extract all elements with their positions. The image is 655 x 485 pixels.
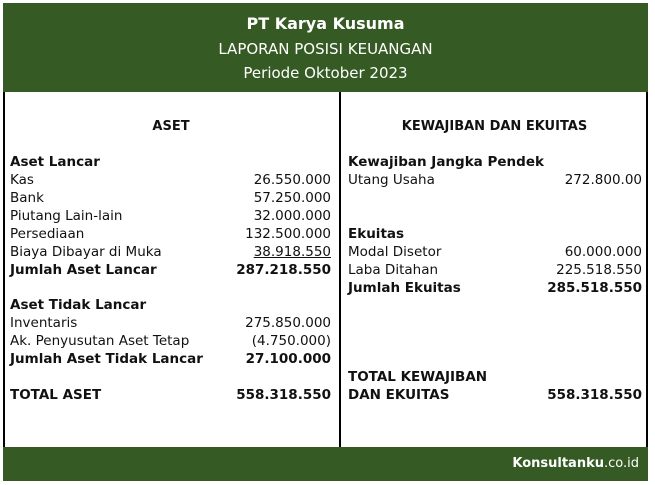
equity-total: Jumlah Ekuitas 285.518.550 [348,280,642,296]
asset-row: Piutang Lain-lain 32.000.000 [10,208,331,224]
balance-sheet-table [3,92,648,447]
equity-row: Laba Ditahan 225.518.550 [348,262,642,278]
equity-title: Ekuitas [348,226,405,242]
liabilities-equity-column-heading: KEWAJIBAN DAN EKUITAS [401,119,588,134]
liability-row: Utang Usaha 272.800.00 [348,172,642,188]
asset-row: Ak. Penyusutan Aset Tetap (4.750.000) [10,333,331,349]
short-term-liabilities-title: Kewajiban Jangka Pendek [348,154,544,170]
current-assets-total: Jumlah Aset Lancar 287.218.550 [10,262,331,278]
statement-footer: Konsultanku.co.id [3,447,648,481]
asset-row: Persediaan 132.500.000 [10,226,331,242]
asset-row: Kas 26.550.000 [10,172,331,188]
report-title: LAPORAN POSISI KEUANGAN [218,40,433,58]
asset-row: Biaya Dibayar di Muka 38.918.550 [10,244,331,260]
asset-row: Inventaris 275.850.000 [10,315,331,331]
report-period: Periode Oktober 2023 [243,64,408,82]
assets-column-heading: ASET [152,119,190,134]
column-divider [339,92,341,447]
noncurrent-assets-title: Aset Tidak Lancar [10,297,147,313]
company-name: PT Karya Kusuma [246,14,405,33]
statement-header: PT Karya Kusuma LAPORAN POSISI KEUANGAN … [3,3,648,92]
total-assets: TOTAL ASET 558.318.550 [10,387,331,403]
noncurrent-assets-total: Jumlah Aset Tidak Lancar 27.100.000 [10,351,331,367]
total-liabilities-equity-line1: TOTAL KEWAJIBAN [348,369,488,385]
current-assets-title: Aset Lancar [10,154,100,170]
brand-watermark: Konsultanku.co.id [512,456,639,471]
total-liabilities-equity: DAN EKUITAS 558.318.550 [348,387,642,403]
asset-row: Bank 57.250.000 [10,190,331,206]
equity-row: Modal Disetor 60.000.000 [348,244,642,260]
